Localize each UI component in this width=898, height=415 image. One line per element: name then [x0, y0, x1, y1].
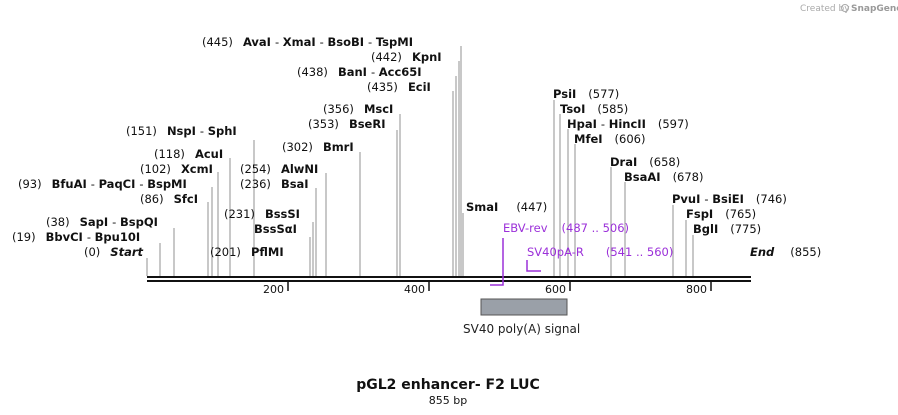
site-leaders: [146, 46, 694, 276]
site-bsssi: (231) BssSI: [224, 205, 300, 222]
site-psii: PsiI (577): [553, 85, 619, 102]
site-tsoi: TsoI (585): [560, 100, 628, 117]
site-bgli: BglI (775): [693, 220, 761, 237]
site-bbvci-group: (19) BbvCI - Bpu10I: [12, 228, 140, 245]
site-pvui-group: PvuI - BsiEI (746): [672, 190, 787, 207]
site-smai: SmaI (447): [466, 198, 547, 215]
site-bsaai: BsaAI (678): [624, 168, 704, 185]
map-title: pGL2 enhancer- F2 LUC: [356, 377, 540, 393]
site-bseri: (353) BseRI: [308, 115, 385, 132]
site-msci: (356) MscI: [323, 100, 393, 117]
tick-label-600: 600: [545, 283, 566, 296]
credit-text: Created by: [800, 4, 850, 14]
site-bmri: (302) BmrI: [282, 138, 354, 155]
tick-label-200: 200: [263, 283, 284, 296]
site-avai-group: (445) AvaI - XmaI - BsoBI - TspMI: [202, 33, 413, 50]
credit-brand: SnapGene: [851, 4, 898, 14]
enzyme-labels-right: PsiI (577) TsoI (585) HpaI - HincII (597…: [466, 85, 821, 260]
primer-ebv-rev-arrow: [490, 238, 504, 286]
end-marker: End (855): [750, 243, 821, 260]
site-bfuai-group: (93) BfuAI - PaqCI - BspMI: [18, 175, 187, 192]
tick-label-400: 400: [404, 283, 425, 296]
primer-sv40pa-r[interactable]: SV40pA-R (541 .. 560): [527, 243, 673, 260]
site-bsai: (236) BsaI: [240, 175, 309, 192]
site-drai: DraI (658): [610, 153, 680, 170]
site-acui: (118) AcuI: [154, 145, 223, 162]
site-pflmi: (201) PflMI: [210, 243, 284, 260]
site-fspi: FspI (765): [686, 205, 756, 222]
site-xcmi: (102) XcmI: [140, 160, 213, 177]
site-sfci: (86) SfcI: [140, 190, 198, 207]
primer-ebv-rev[interactable]: EBV-rev (487 .. 506): [503, 219, 629, 236]
site-nspi-group: (151) NspI - SphI: [126, 122, 237, 139]
snapgene-logo-icon: [841, 4, 849, 12]
map-length: 855 bp: [429, 394, 467, 407]
site-ecii: (435) EciI: [367, 78, 431, 95]
feature-sv40-polya-label: SV40 poly(A) signal: [463, 322, 580, 336]
ruler-ticks: 200 400 600 800: [263, 282, 712, 296]
start-marker: (0) Start: [84, 243, 144, 260]
tick-label-800: 800: [686, 283, 707, 296]
site-bani-group: (438) BanI - Acc65I: [297, 63, 422, 80]
site-hpai-group: HpaI - HincII (597): [567, 115, 689, 132]
primer-sv40pa-r-arrow: [526, 260, 541, 272]
site-mfei: MfeI (606): [574, 130, 645, 147]
site-alwni: (254) AlwNI: [240, 160, 318, 177]
site-sapi-group: (38) SapI - BspQI: [46, 213, 158, 230]
site-bsssai: BssSαI: [254, 222, 297, 236]
feature-sv40-polya[interactable]: [480, 298, 568, 316]
site-kpni: (442) KpnI: [371, 48, 442, 65]
primers: EBV-rev (487 .. 506) SV40pA-R (541 .. 56…: [490, 219, 673, 286]
enzyme-labels-left: (445) AvaI - XmaI - BsoBI - TspMI (442) …: [12, 33, 442, 260]
